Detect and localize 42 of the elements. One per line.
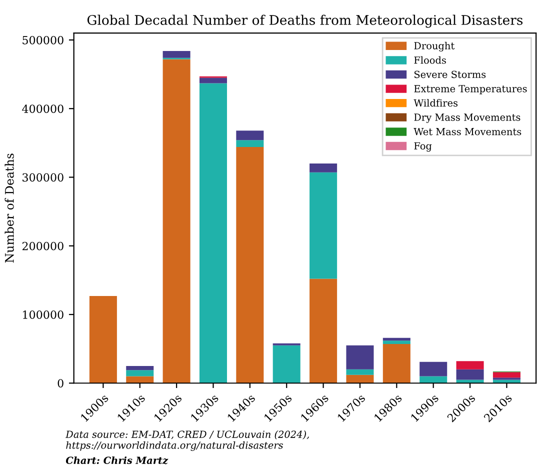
legend-label: Drought — [414, 42, 455, 52]
bar — [310, 172, 338, 279]
legend-label: Dry Mass Movements — [414, 114, 520, 123]
bar — [199, 83, 227, 384]
y-tick-label: 0 — [58, 379, 64, 388]
bar — [492, 372, 520, 378]
y-tick-label: 100000 — [23, 310, 64, 319]
bar — [236, 147, 264, 384]
bar — [236, 130, 264, 140]
bar — [310, 164, 338, 172]
bar — [420, 362, 448, 376]
bar — [382, 344, 410, 384]
bar — [89, 296, 117, 384]
chart-title: Global Decadal Number of Deaths from Meteorological Disasters — [87, 14, 523, 28]
bar — [346, 374, 374, 384]
bar — [162, 59, 190, 384]
legend-label: Severe Storms — [414, 70, 486, 78]
bar — [310, 278, 338, 384]
bar — [346, 369, 374, 375]
bar — [162, 50, 190, 58]
legend-label: Wet Mass Movements — [414, 128, 522, 136]
source-note: Data source: EM-DAT, CRED / UCLouvain (2024), https://ourworldindata.org/natural-disasters — [65, 430, 309, 451]
y-tick-label: 400000 — [22, 104, 64, 113]
legend-label: Fog — [414, 142, 432, 152]
bar — [382, 338, 410, 341]
bar — [272, 345, 300, 384]
legend-label: Wildfires — [414, 99, 458, 107]
y-tick-label: 200000 — [22, 242, 64, 250]
y-tick-label: 300000 — [22, 173, 64, 182]
bar — [382, 340, 410, 344]
y-axis-title: Number of Deaths — [4, 154, 14, 263]
legend-label: Extreme Temperatures — [414, 85, 527, 94]
bar — [126, 370, 154, 376]
bar — [199, 78, 227, 84]
y-tick-label: 500000 — [22, 36, 64, 44]
bar — [456, 369, 484, 380]
legend-label: Floods — [414, 56, 446, 64]
bar — [236, 140, 264, 148]
text: Chart: Chris Martz — [66, 456, 168, 464]
bar — [346, 345, 374, 370]
bar — [456, 361, 484, 370]
bar — [126, 366, 154, 370]
